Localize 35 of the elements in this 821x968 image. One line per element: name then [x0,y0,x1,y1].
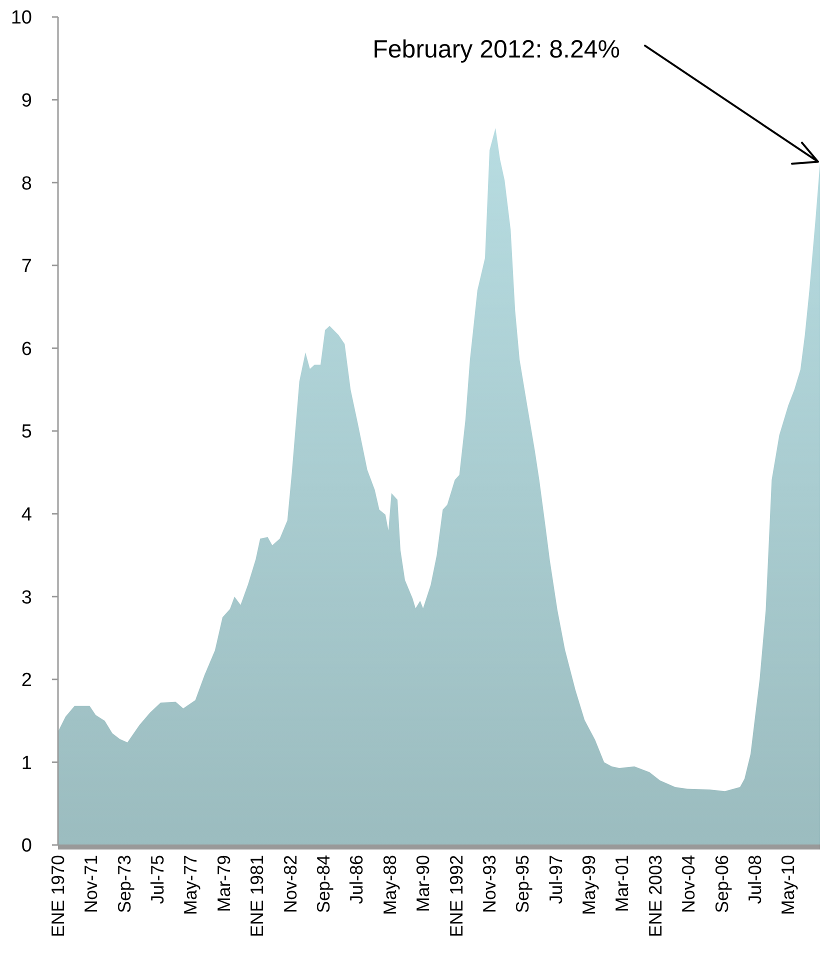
x-tick-label: ENE 1992 [446,855,466,938]
x-tick-label: ENE 1970 [48,855,68,938]
x-tick-label: May-10 [778,855,798,916]
annotation: February 2012: 8.24% [372,36,620,64]
y-tick-label: 5 [21,422,32,443]
x-tick-label: Jul-86 [346,855,367,904]
y-tick-label: 7 [21,256,32,278]
x-tick-label: Sep-73 [114,855,134,914]
x-tick-label: Mar-01 [612,855,632,912]
x-tick-label: Nov-82 [280,855,300,914]
x-tick-label: Sep-84 [314,855,334,914]
x-tick-label: Nov-04 [678,855,699,914]
y-tick-label: 2 [21,670,32,692]
y-tick-label: 3 [21,587,32,608]
y-tick-label: 10 [10,8,32,29]
x-tick-label: Jul-75 [147,855,168,904]
y-tick-label: 6 [21,338,32,360]
x-tick-label: Jul-97 [546,855,566,904]
x-tick-label: Nov-71 [81,855,102,914]
y-tick-label: 0 [21,836,32,857]
x-tick-label: Sep-95 [512,855,533,914]
x-tick-label: Nov-93 [480,855,500,914]
y-tick-label: 8 [21,173,32,194]
x-tick-label: Mar-90 [413,855,434,912]
x-tick-label: Sep-06 [712,855,732,914]
y-tick-label: 4 [21,504,32,526]
x-tick-label: ENE 2003 [646,855,666,938]
x-tick-label: May-77 [180,855,201,916]
x-tick-label: Mar-79 [214,855,234,912]
y-tick-label: 1 [21,752,32,774]
x-tick-label: Jul-08 [745,855,766,904]
x-tick-label: May-88 [380,855,400,916]
x-tick-label: ENE 1981 [247,855,268,938]
y-tick-label: 9 [21,90,32,112]
x-tick-label: May-99 [579,855,600,916]
